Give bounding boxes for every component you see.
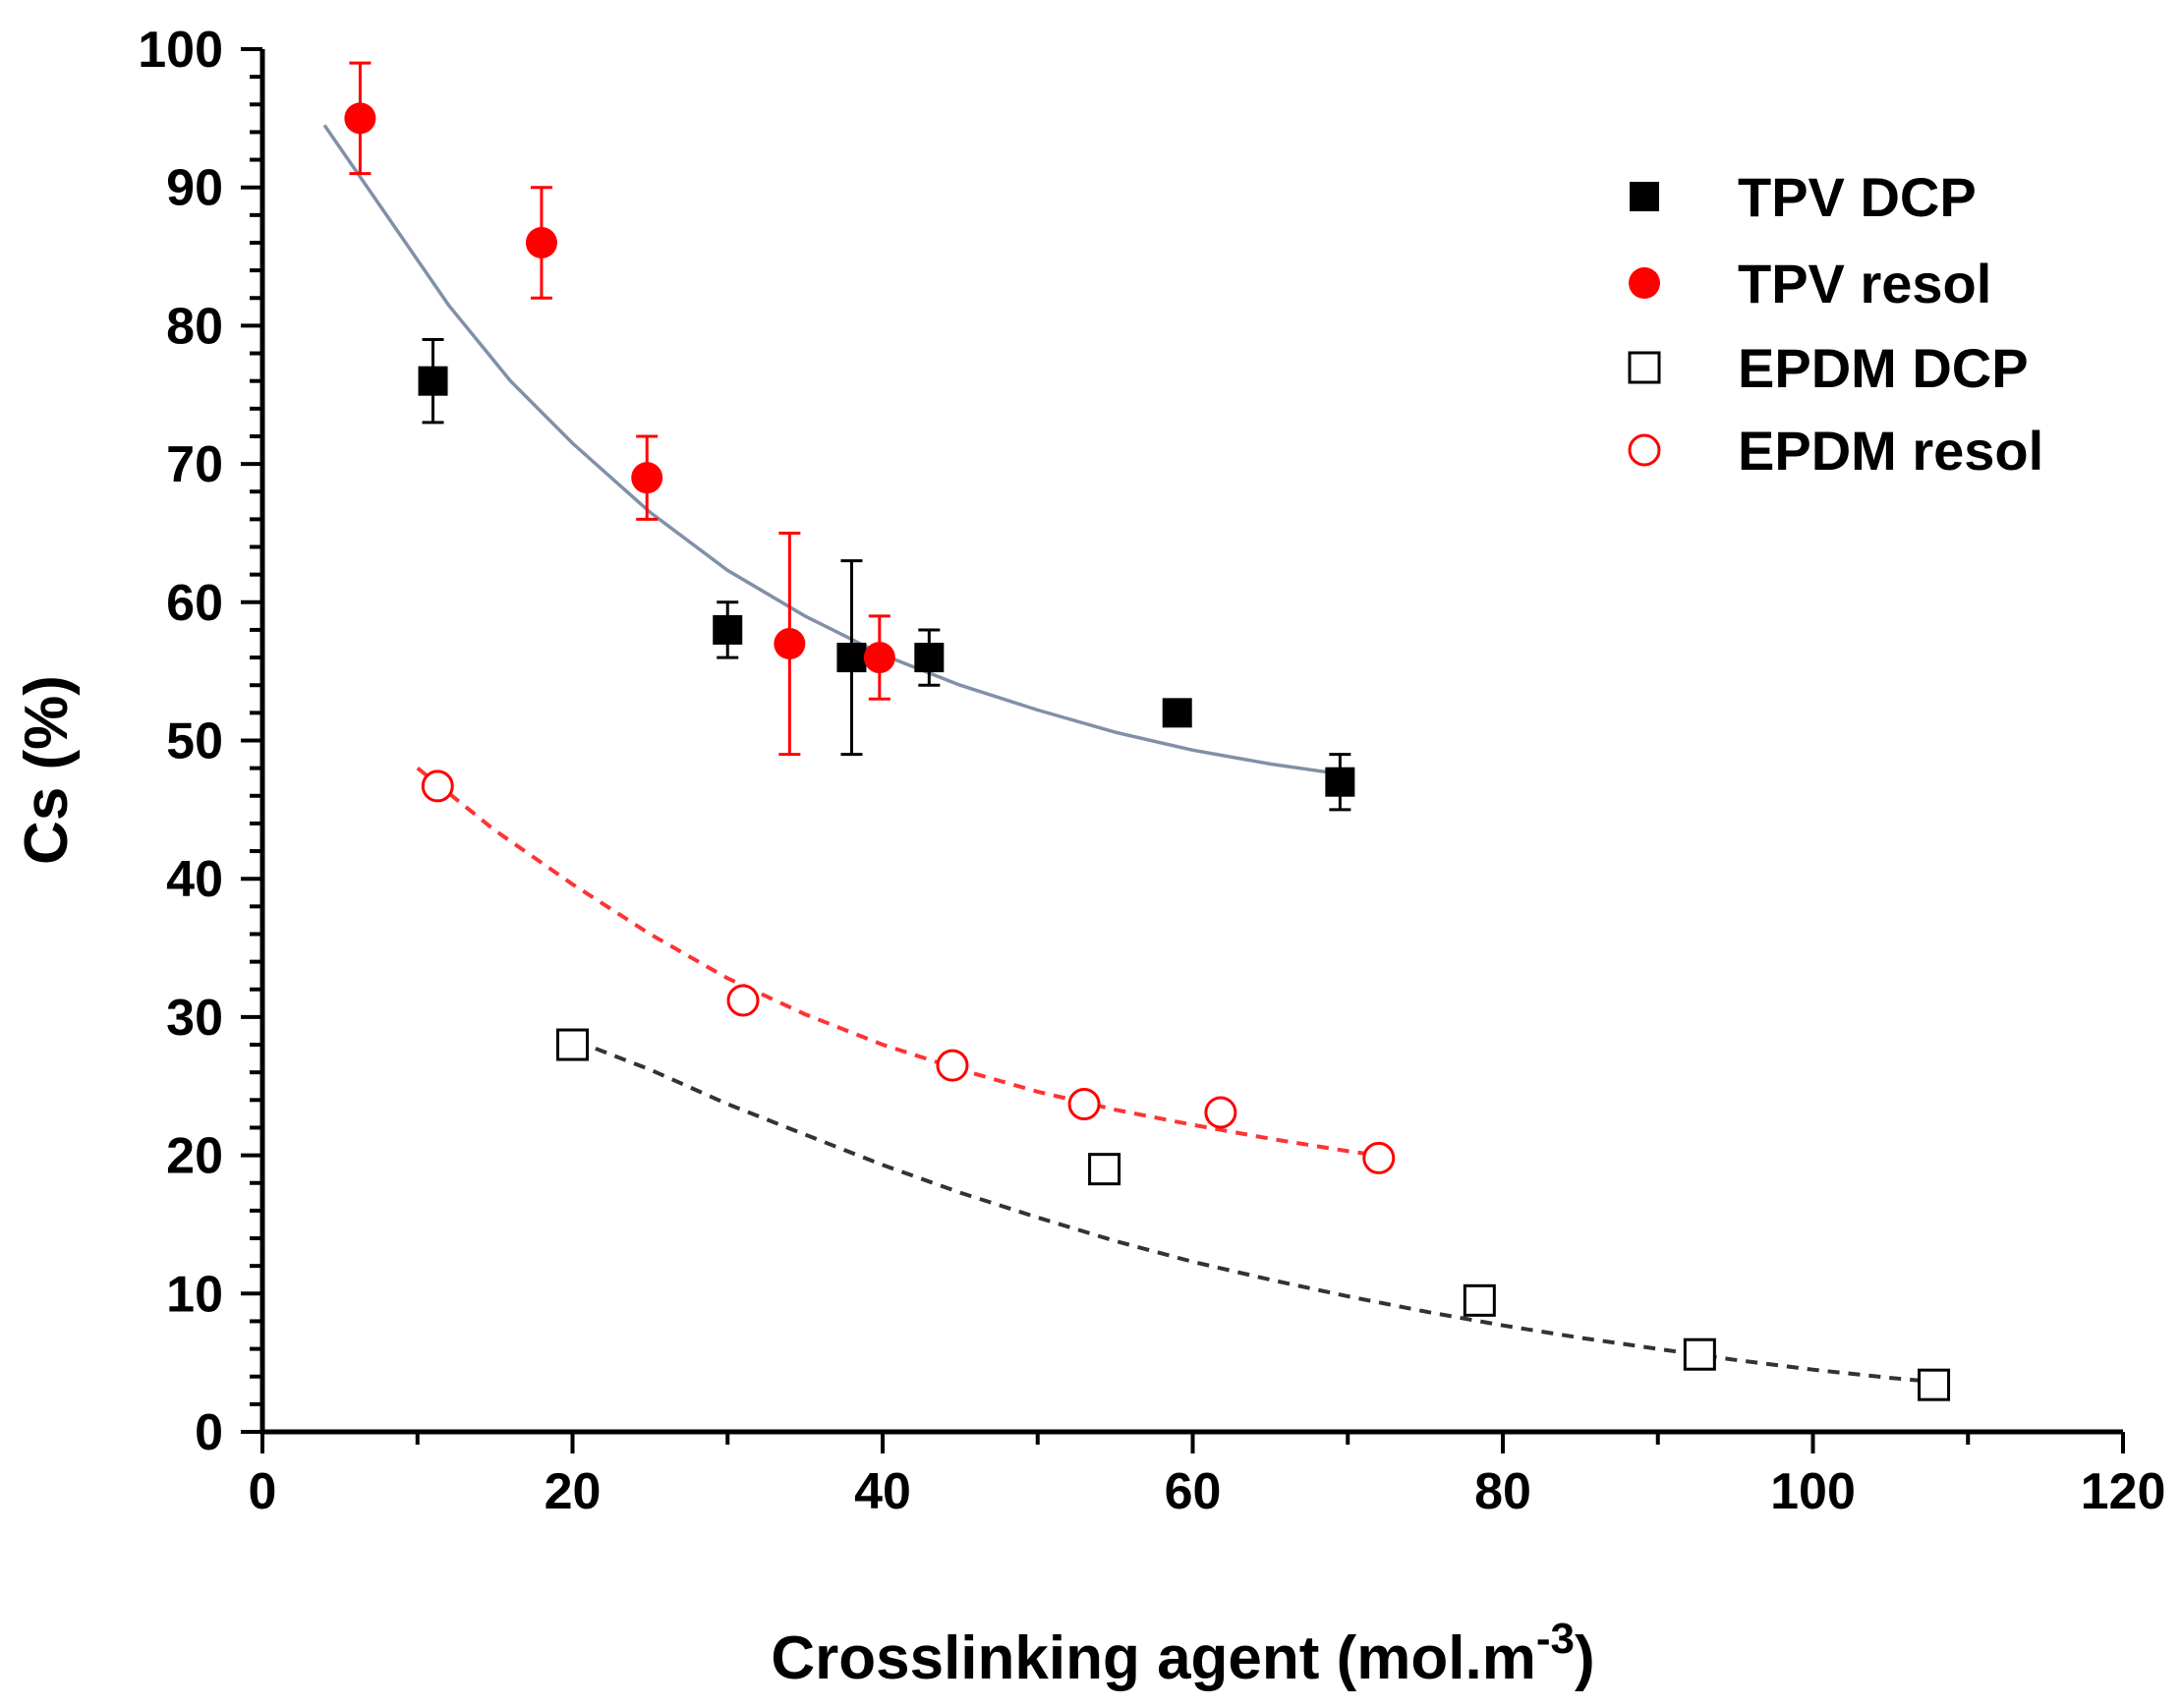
x-tick-label: 120: [2081, 1463, 2166, 1520]
fit-curves: [322, 124, 1937, 1385]
data-point: [421, 769, 454, 803]
ticks: 0 20 40 60 80 100 120 0 10 20 30 40 50 60 70 80 90 100: [138, 22, 2165, 1520]
data-point: [1918, 1368, 1951, 1401]
epdm-resol-fit-curve: [416, 767, 1380, 1158]
data-point: [1683, 1338, 1716, 1371]
x-axis-title: Crosslinking agent (mol.m-3): [771, 1615, 1594, 1692]
x-tick-label: 80: [1474, 1463, 1531, 1520]
legend-marker: [1628, 351, 1661, 384]
legend-marker: [1629, 267, 1660, 299]
legend: TPV DCP TPV resol EPDM DCP EPDM resol: [1628, 166, 2043, 482]
y-tick-label: 100: [138, 22, 223, 79]
y-tick-label: 60: [166, 575, 223, 632]
x-tick-label: 0: [249, 1463, 277, 1520]
data-point: [631, 462, 663, 494]
y-tick-label: 0: [195, 1404, 223, 1461]
epdm-dcp-fit-curve: [555, 1031, 1937, 1385]
y-tick-label: 80: [166, 298, 223, 355]
data-point: [1463, 1283, 1496, 1317]
data-point: [863, 642, 895, 674]
legend-marker: [1628, 433, 1661, 467]
data-point: [1162, 698, 1192, 728]
legend-label: TPV resol: [1738, 253, 1991, 314]
data-point: [774, 628, 806, 660]
data-point: [914, 643, 945, 673]
y-axis-title: Cs (%): [13, 675, 81, 865]
y-tick-label: 10: [166, 1266, 223, 1323]
data-point: [713, 614, 743, 645]
x-tick-label: 100: [1770, 1463, 1856, 1520]
y-tick-label: 90: [166, 160, 223, 217]
y-tick-label: 30: [166, 990, 223, 1047]
tpv-fit-curve: [322, 124, 1349, 777]
data-point: [1067, 1088, 1101, 1121]
data-point: [525, 226, 557, 258]
data-points: [344, 102, 1951, 1401]
data-point: [1362, 1141, 1396, 1174]
data-point: [836, 643, 867, 673]
x-tick-label: 20: [545, 1463, 602, 1520]
y-tick-label: 70: [166, 436, 223, 493]
data-point: [1325, 767, 1355, 797]
legend-marker: [1630, 182, 1659, 211]
data-point: [726, 984, 760, 1017]
error-bars: [349, 61, 1351, 812]
data-point: [418, 366, 448, 396]
data-point: [344, 102, 376, 135]
x-tick-label: 60: [1165, 1463, 1222, 1520]
x-axis-title-end: ): [1575, 1624, 1595, 1692]
x-axis-title-superscript: -3: [1536, 1615, 1575, 1663]
data-point: [1088, 1153, 1121, 1186]
data-point: [936, 1049, 969, 1082]
x-tick-label: 40: [854, 1463, 911, 1520]
data-point: [556, 1028, 589, 1061]
y-tick-label: 20: [166, 1128, 223, 1185]
y-tick-label: 40: [166, 851, 223, 908]
data-point: [1204, 1096, 1237, 1129]
y-tick-label: 50: [166, 713, 223, 770]
legend-label: TPV DCP: [1738, 166, 1977, 228]
x-axis-title-main: Crosslinking agent (mol.m: [771, 1624, 1536, 1692]
legend-label: EPDM DCP: [1738, 337, 2029, 399]
legend-label: EPDM resol: [1738, 420, 2043, 482]
